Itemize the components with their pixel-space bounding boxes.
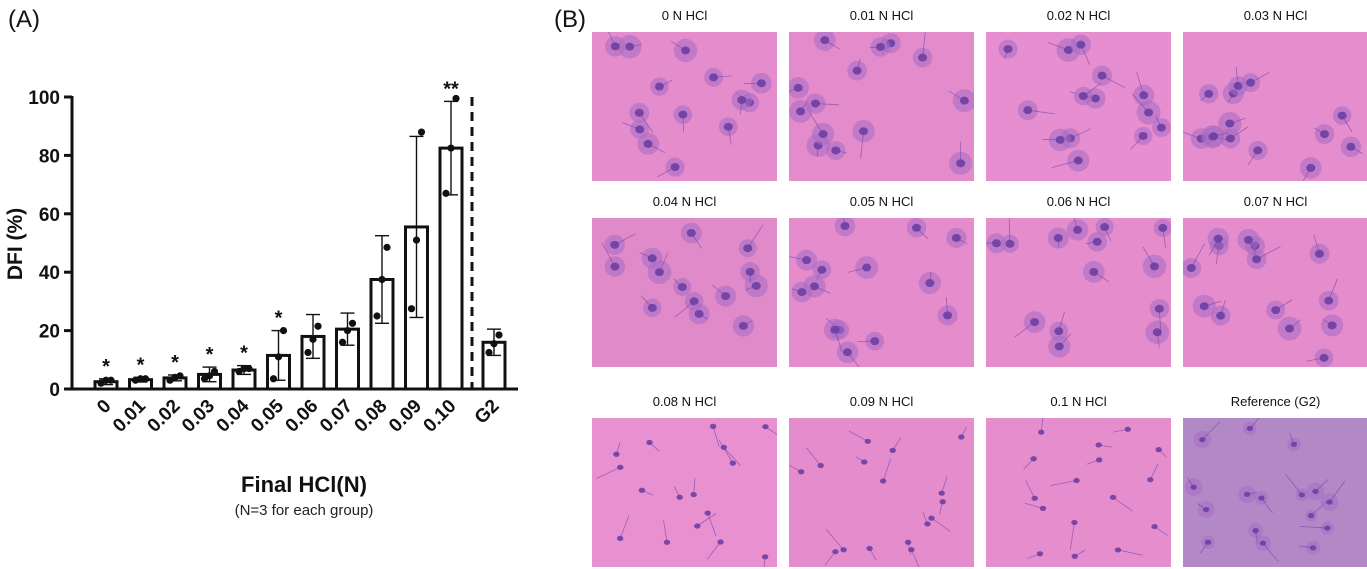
micrograph-caption: 0 N HCl [592, 8, 777, 23]
y-tick-label: 40 [39, 263, 60, 284]
micrograph-tile: 0 N HCl [592, 8, 777, 183]
micrograph-caption: 0.08 N HCl [592, 394, 777, 409]
micrograph-caption: 0.09 N HCl [789, 394, 974, 409]
sperm-micrograph [986, 32, 1171, 181]
significance-marker: * [102, 356, 110, 378]
y-tick-label: 80 [39, 146, 60, 167]
sperm-micrograph [1183, 418, 1367, 567]
micrograph-tile: 0.08 N HCl [592, 394, 777, 569]
x-tick-label: G2 [471, 396, 504, 429]
data-point [373, 312, 380, 319]
x-tick-label: 0.03 [178, 396, 219, 437]
micrograph-tile: 0.09 N HCl [789, 394, 974, 569]
micrograph-tile: 0.05 N HCl [789, 194, 974, 369]
sperm-micrograph [592, 418, 777, 567]
sperm-micrograph [986, 418, 1171, 567]
y-axis-title: DFI (%) [4, 208, 27, 280]
y-tick-label: 20 [39, 322, 60, 343]
micrograph-caption: 0.02 N HCl [986, 8, 1171, 23]
sperm-micrograph [1183, 218, 1367, 367]
micrograph-tile: Reference (G2) [1183, 394, 1367, 569]
x-tick-label: 0.04 [213, 395, 254, 436]
micrograph-caption: 0.1 N HCl [986, 394, 1171, 409]
x-tick-label: 0.09 [385, 396, 426, 437]
x-tick-label: 0 [93, 396, 115, 418]
sperm-micrograph [592, 32, 777, 181]
x-tick-label: 0.02 [144, 396, 185, 437]
data-point [418, 128, 425, 135]
micrograph-tile: 0.07 N HCl [1183, 194, 1367, 369]
micrograph-tile: 0.06 N HCl [986, 194, 1171, 369]
sperm-micrograph [592, 218, 777, 367]
significance-marker: * [240, 343, 248, 365]
micrograph-tile: 0.1 N HCl [986, 394, 1171, 569]
sperm-micrograph [1183, 32, 1367, 181]
x-axis-title: Final HCl(N) [241, 472, 367, 497]
data-point [495, 331, 502, 338]
micrograph-caption: 0.06 N HCl [986, 194, 1171, 209]
micrograph-caption: 0.03 N HCl [1183, 8, 1367, 23]
micrograph-caption: 0.05 N HCl [789, 194, 974, 209]
data-point [314, 323, 321, 330]
x-tick-labels: 00.010.020.030.040.050.060.070.080.090.1… [93, 395, 503, 436]
data-point [349, 320, 356, 327]
micrograph-tile: 0.02 N HCl [986, 8, 1171, 183]
sperm-micrograph [789, 32, 974, 181]
significance-marker: ** [443, 78, 459, 100]
x-tick-label: 0.08 [351, 396, 392, 437]
micrograph-tile: 0.04 N HCl [592, 194, 777, 369]
significance-marker: * [206, 344, 214, 366]
y-tick-label: 100 [28, 88, 60, 109]
x-tick-label: 0.06 [282, 396, 323, 437]
data-point [304, 349, 311, 356]
micrograph-caption: 0.07 N HCl [1183, 194, 1367, 209]
micrograph-caption: 0.01 N HCl [789, 8, 974, 23]
y-tick-label: 0 [49, 380, 60, 401]
x-tick-label: 0.01 [109, 395, 150, 436]
sperm-micrograph [789, 418, 974, 567]
bars [95, 148, 505, 389]
significance-marker: * [275, 308, 283, 330]
y-tick-label: 60 [39, 205, 60, 226]
significance-marker: * [137, 354, 145, 376]
data-point [442, 190, 449, 197]
micrograph-tile: 0.01 N HCl [789, 8, 974, 183]
x-axis-note: (N=3 for each group) [235, 502, 374, 519]
micrograph-caption: 0.04 N HCl [592, 194, 777, 209]
x-tick-label: 0.05 [247, 395, 288, 436]
micrograph-grid: 0 N HCl 0.01 N HCl 0.02 N HCl 0.03 N HCl 0.0… [590, 8, 1366, 556]
micrograph-caption: Reference (G2) [1183, 394, 1367, 409]
x-tick-label: 0.07 [316, 396, 357, 437]
sperm-micrograph [986, 218, 1171, 367]
micrograph-tile: 0.03 N HCl [1183, 8, 1367, 183]
x-tick-label: 0.10 [420, 396, 461, 437]
significance-marker: * [171, 352, 179, 374]
data-point [211, 368, 218, 375]
sperm-micrograph [789, 218, 974, 367]
data-point [383, 244, 390, 251]
data-point [408, 305, 415, 312]
data-point [270, 375, 277, 382]
